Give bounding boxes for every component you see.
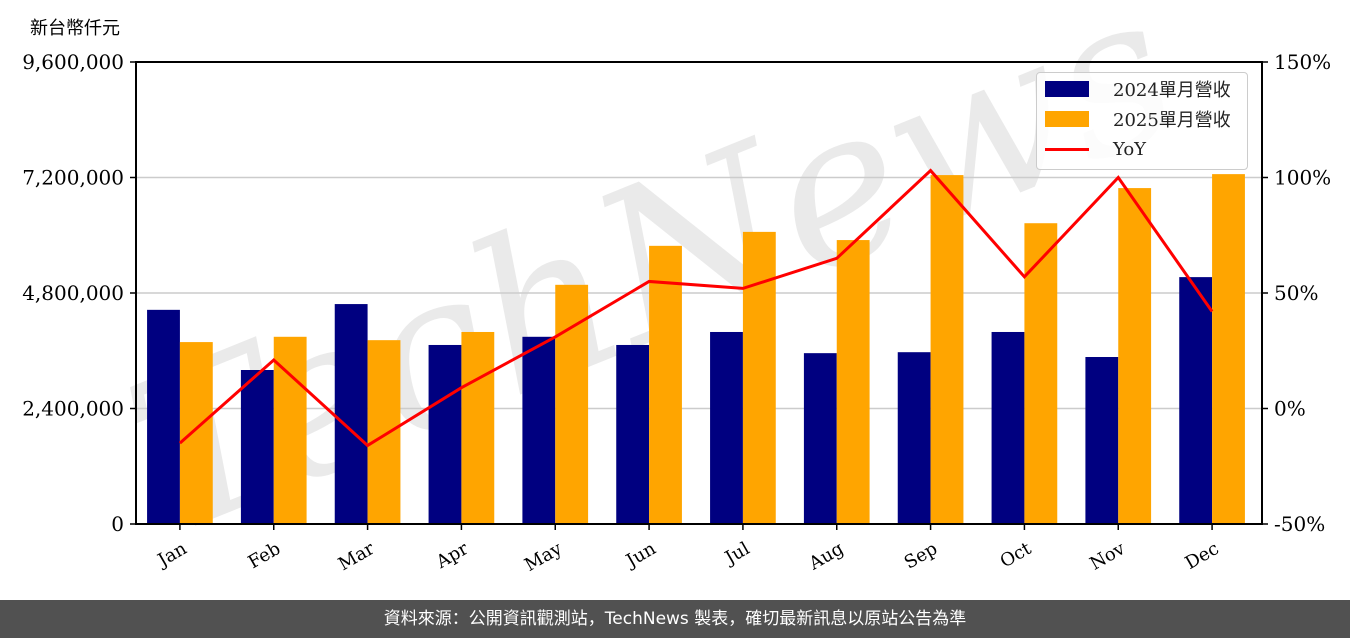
bar-2025-dec — [1212, 174, 1245, 524]
bar-2024-sep — [897, 352, 931, 524]
y-tick-label: 4,800,000 — [22, 281, 124, 305]
x-tick-label: Jul — [720, 538, 754, 570]
legend-label-2024: 2024單月營收 — [1113, 80, 1231, 101]
y2-tick-label: 100% — [1274, 166, 1331, 190]
bar-2024-aug — [803, 353, 837, 524]
x-tick-label: Sep — [901, 538, 941, 573]
bar-2024-jun — [616, 344, 650, 524]
y2-tick-label: -50% — [1274, 512, 1325, 536]
legend-swatch-2025 — [1045, 111, 1089, 127]
bar-2024-oct — [991, 331, 1025, 524]
bar-2024-apr — [428, 344, 462, 524]
bar-2024-nov — [1085, 357, 1119, 524]
legend-item-2024: 2024單月營收 — [1045, 77, 1231, 101]
bar-2025-feb — [273, 336, 307, 524]
bar-2024-feb — [240, 370, 274, 524]
source-footer: 資料來源：公開資訊觀測站，TechNews 製表，確切最新訊息以原站公告為準 — [0, 600, 1350, 638]
bar-2024-dec — [1179, 277, 1213, 524]
bar-2025-aug — [836, 240, 870, 524]
x-tick-label: Aug — [805, 538, 848, 575]
legend-label-yoy: YoY — [1113, 138, 1147, 160]
y-tick-label: 9,600,000 — [22, 50, 124, 74]
y-tick-label: 2,400,000 — [22, 397, 124, 421]
legend-label-2025: 2025單月營收 — [1113, 110, 1231, 131]
y-axis-unit-label: 新台幣仟元 — [30, 18, 120, 39]
x-tick-label: Dec — [1182, 538, 1223, 574]
y2-tick-label: 0% — [1274, 397, 1306, 421]
bar-2025-nov — [1118, 188, 1152, 524]
bar-2025-jul — [742, 231, 776, 524]
bar-2025-mar — [367, 340, 401, 524]
bar-2025-jan — [179, 342, 213, 524]
legend-swatch-2024 — [1045, 81, 1089, 97]
legend-item-yoy: YoY — [1045, 137, 1146, 161]
legend-item-2025: 2025單月營收 — [1045, 107, 1231, 131]
yoy-line — [178, 168, 1214, 448]
bar-2024-jan — [147, 309, 180, 524]
x-tick-label: Mar — [335, 538, 379, 575]
bar-2025-sep — [930, 175, 964, 524]
x-tick-label: May — [521, 538, 566, 576]
bar-2025-apr — [461, 331, 495, 524]
bar-2024-jul — [710, 331, 743, 524]
y2-tick-label: 150% — [1274, 50, 1331, 74]
legend-swatch-yoy — [1045, 147, 1089, 151]
x-tick-label: Oct — [997, 538, 1036, 573]
bar-2024-mar — [334, 304, 368, 524]
y-tick-label: 0 — [111, 512, 124, 536]
x-tick-label: Apr — [432, 538, 472, 573]
x-tick-label: Jun — [621, 538, 660, 573]
bar-2025-may — [555, 284, 589, 524]
bar-2024-may — [522, 336, 556, 524]
y-tick-label: 7,200,000 — [22, 166, 124, 190]
x-tick-label: Nov — [1086, 538, 1129, 575]
bar-2025-oct — [1024, 223, 1058, 524]
chart-legend: 2024單月營收 2025單月營收 YoY — [1036, 72, 1248, 170]
y2-tick-label: 50% — [1274, 281, 1318, 305]
bar-2025-jun — [649, 245, 682, 524]
